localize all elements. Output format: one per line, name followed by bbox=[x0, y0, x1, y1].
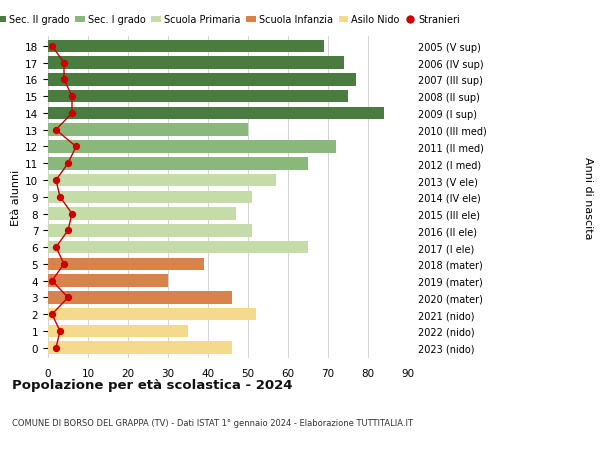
Bar bbox=[48, 308, 256, 321]
Bar bbox=[48, 174, 276, 187]
Point bbox=[47, 277, 57, 285]
Bar bbox=[48, 341, 232, 354]
Point bbox=[51, 177, 61, 185]
Bar bbox=[48, 275, 168, 287]
Point bbox=[59, 77, 69, 84]
Point bbox=[47, 43, 57, 50]
Text: COMUNE DI BORSO DEL GRAPPA (TV) - Dati ISTAT 1° gennaio 2024 - Elaborazione TUTT: COMUNE DI BORSO DEL GRAPPA (TV) - Dati I… bbox=[12, 418, 413, 427]
Point bbox=[71, 144, 81, 151]
Point bbox=[67, 110, 77, 118]
Bar bbox=[48, 74, 356, 86]
Y-axis label: Età alunni: Età alunni bbox=[11, 169, 21, 225]
Text: Popolazione per età scolastica - 2024: Popolazione per età scolastica - 2024 bbox=[12, 379, 293, 392]
Point bbox=[63, 294, 73, 302]
Bar bbox=[48, 91, 348, 103]
Point bbox=[55, 194, 65, 201]
Point bbox=[59, 60, 69, 67]
Point bbox=[51, 244, 61, 251]
Point bbox=[47, 311, 57, 318]
Bar bbox=[48, 40, 324, 53]
Bar bbox=[48, 208, 236, 220]
Point bbox=[51, 127, 61, 134]
Bar bbox=[48, 107, 384, 120]
Point bbox=[59, 261, 69, 268]
Point bbox=[67, 210, 77, 218]
Bar bbox=[48, 124, 248, 137]
Bar bbox=[48, 258, 204, 271]
Text: Anni di nascita: Anni di nascita bbox=[583, 156, 593, 239]
Bar bbox=[48, 141, 336, 153]
Bar bbox=[48, 57, 344, 70]
Bar bbox=[48, 325, 188, 337]
Point bbox=[67, 93, 77, 101]
Point bbox=[55, 328, 65, 335]
Bar bbox=[48, 291, 232, 304]
Point bbox=[63, 160, 73, 168]
Bar bbox=[48, 224, 252, 237]
Bar bbox=[48, 191, 252, 204]
Bar bbox=[48, 157, 308, 170]
Point bbox=[51, 344, 61, 352]
Legend: Sec. II grado, Sec. I grado, Scuola Primaria, Scuola Infanzia, Asilo Nido, Stran: Sec. II grado, Sec. I grado, Scuola Prim… bbox=[0, 16, 460, 25]
Point bbox=[63, 227, 73, 235]
Bar bbox=[48, 241, 308, 254]
